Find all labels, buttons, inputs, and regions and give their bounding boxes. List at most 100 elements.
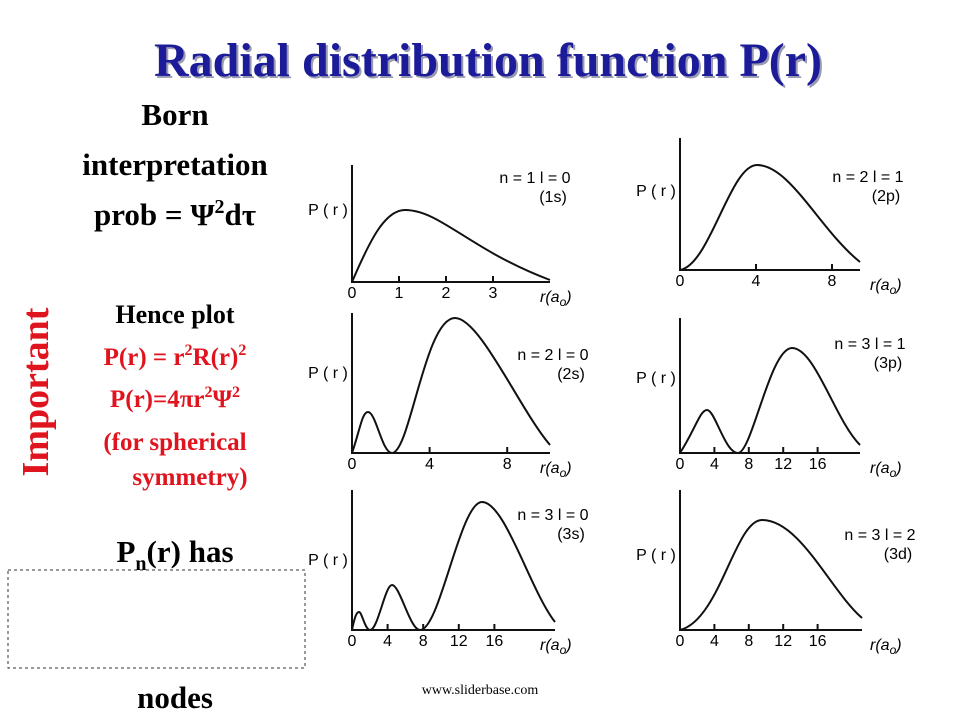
axis <box>679 138 860 271</box>
plot: P ( r ) n = 2 l = 1 (2p) r(ao) 0 4 8 <box>636 138 904 297</box>
x-axis-label: r(ao) <box>540 460 572 480</box>
y-axis-label: P ( r ) <box>308 202 348 219</box>
text: R(r) <box>193 344 239 371</box>
plot: P ( r ) n = 3 l = 2 (3d) r(ao) 0 4 8 12 16 <box>636 490 916 657</box>
x-tick-label: 4 <box>710 456 719 473</box>
placeholder-box <box>7 569 306 669</box>
footer: www.sliderbase.com <box>422 683 539 698</box>
x-axis-label: r(ao) <box>870 637 902 657</box>
curve <box>679 163 861 271</box>
text: r(a <box>540 637 560 654</box>
curve <box>351 500 556 632</box>
sup: 2 <box>238 342 246 359</box>
sub: o <box>890 466 897 480</box>
text: r(a <box>540 460 560 477</box>
text: r(a <box>870 460 890 477</box>
x-tick-label: 0 <box>348 285 357 302</box>
text: P(r)=4πr2Ψ2 <box>110 384 240 413</box>
text: ) <box>564 637 571 654</box>
legend: n = 3 l = 1 <box>834 336 905 353</box>
sup: 2 <box>232 384 240 401</box>
x-tick-label: 4 <box>425 456 434 473</box>
plot: P ( r ) n = 3 l = 1 (3p) r(ao) 0 4 8 12 16 <box>636 318 906 480</box>
text: symmetry) <box>132 464 247 491</box>
title-shadow: Radial distribution function P(r) <box>156 36 824 89</box>
orbital: (1s) <box>539 189 567 206</box>
curve <box>679 518 863 631</box>
x-tick-label: 3 <box>489 285 498 302</box>
plot: P ( r ) n = 1 l = 0 (1s) r(ao) 0 1 2 3 <box>308 165 572 309</box>
text: ) <box>894 460 901 477</box>
x-tick-label: 16 <box>486 633 504 650</box>
text: dτ <box>225 197 257 232</box>
legend: n = 3 l = 2 <box>844 527 915 544</box>
y-axis-label: P ( r ) <box>308 365 348 382</box>
text: r(a <box>870 277 890 294</box>
text: Hence plot <box>115 300 234 329</box>
text: Born <box>141 97 208 132</box>
left-panel: Born interpretation prob = Ψ2dτ Hence pl… <box>82 97 267 715</box>
text: ) <box>894 277 901 294</box>
text: (r) has <box>147 534 234 569</box>
plot: P ( r ) n = 2 l = 0 (2s) r(ao) 0 4 8 <box>308 313 589 480</box>
orbital: (2s) <box>557 366 585 383</box>
x-tick-label: 2 <box>442 285 451 302</box>
y-axis-label: P ( r ) <box>636 547 676 564</box>
axis <box>679 490 862 631</box>
text: P(r)=4πr <box>110 386 205 413</box>
curve <box>679 346 861 455</box>
orbital: (3s) <box>557 526 585 543</box>
text: (for spherical <box>103 429 246 456</box>
legend: n = 2 l = 1 <box>832 169 903 186</box>
plot: P ( r ) n = 3 l = 0 (3s) r(ao) 0 4 8 12 16 <box>308 490 589 657</box>
title: Radial distribution function P(r) <box>154 34 822 87</box>
text: interpretation <box>82 147 267 182</box>
x-tick-label: 4 <box>752 273 761 290</box>
x-tick-label: 1 <box>395 285 404 302</box>
x-tick-label: 12 <box>774 456 792 473</box>
x-tick-label: 16 <box>809 633 827 650</box>
x-tick-label: 8 <box>744 456 753 473</box>
x-tick-label: 0 <box>348 633 357 650</box>
curves <box>351 163 863 632</box>
x-tick-label: 8 <box>419 633 428 650</box>
x-axis-label: r(ao) <box>870 460 902 480</box>
curve <box>351 208 551 283</box>
x-tick-label: 0 <box>676 456 685 473</box>
y-axis-label: P ( r ) <box>636 183 676 200</box>
text: ) <box>564 460 571 477</box>
text: Ψ <box>213 386 233 413</box>
y-axis-label: P ( r ) <box>308 552 348 569</box>
x-tick-label: 0 <box>676 633 685 650</box>
x-tick-label: 8 <box>503 456 512 473</box>
sub: o <box>890 643 897 657</box>
text: prob = Ψ <box>94 197 215 232</box>
text: ) <box>894 637 901 654</box>
sup: 2 <box>215 196 225 218</box>
sup: 2 <box>185 342 193 359</box>
sub: o <box>560 466 567 480</box>
text: r(a <box>870 637 890 654</box>
legend: n = 2 l = 0 <box>517 347 588 364</box>
sub: o <box>560 295 567 309</box>
text: nodes <box>137 680 213 715</box>
x-tick-label: 4 <box>710 633 719 650</box>
text: P(r) = r <box>104 344 185 371</box>
x-tick-label: 4 <box>383 633 392 650</box>
x-tick-label: 0 <box>348 456 357 473</box>
orbital: (2p) <box>872 188 900 205</box>
sub: o <box>890 283 897 297</box>
orbital: (3p) <box>874 355 902 372</box>
x-axis-label: r(ao) <box>540 289 572 309</box>
x-axis-label: r(ao) <box>540 637 572 657</box>
orbital: (3d) <box>884 546 912 563</box>
x-axis-label: r(ao) <box>870 277 902 297</box>
sub: n <box>135 553 146 575</box>
x-tick-label: 0 <box>676 273 685 290</box>
x-tick-label: 8 <box>828 273 837 290</box>
x-tick-label: 12 <box>774 633 792 650</box>
x-tick-label: 8 <box>744 633 753 650</box>
axis <box>679 318 860 454</box>
text: Pn(r) has <box>116 534 233 575</box>
